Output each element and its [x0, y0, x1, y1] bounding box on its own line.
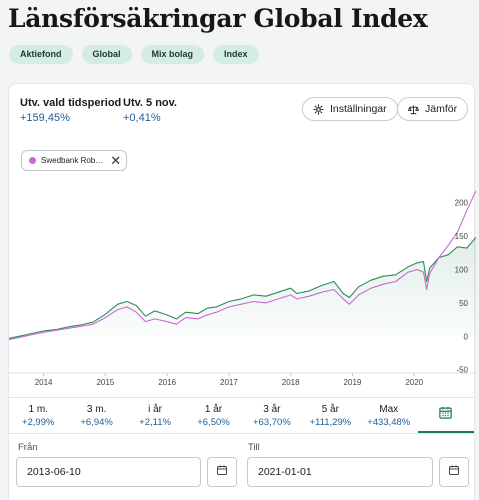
period-selector: 1 m. +2,99% 3 m. +6,94% i år +2,11% 1 år…	[9, 397, 474, 434]
calendar-icon	[438, 405, 453, 425]
x-tick-label: 2014	[35, 378, 53, 387]
x-tick-label: 2017	[220, 378, 238, 387]
tag-index[interactable]: Index	[213, 45, 259, 64]
period-value: +6,50%	[197, 417, 230, 428]
from-date-picker-button[interactable]	[207, 457, 237, 487]
period-3y[interactable]: 3 år +63,70%	[243, 398, 301, 433]
series-line-1	[9, 190, 476, 341]
tag-aktiefond[interactable]: Aktiefond	[9, 45, 73, 64]
scale-icon	[408, 104, 419, 115]
settings-label: Inställningar	[330, 103, 387, 115]
kpi-day-label: Utv. 5 nov.	[123, 97, 177, 109]
kpi-day: Utv. 5 nov. +0,41%	[123, 97, 177, 124]
kpi-period: Utv. vald tidsperiod +159,45%	[20, 97, 121, 124]
y-tick-label: 0	[464, 332, 469, 341]
compare-button[interactable]: Jämför	[397, 97, 469, 121]
period-5y[interactable]: 5 år +111,29%	[301, 398, 359, 433]
tag-list: Aktiefond Global Mix bolag Index	[9, 45, 259, 64]
chart-card: Utv. vald tidsperiod +159,45% Utv. 5 nov…	[8, 83, 476, 500]
period-label: 1 år	[204, 404, 223, 415]
kpi-day-value: +0,41%	[123, 112, 161, 124]
x-tick-label: 2020	[405, 378, 423, 387]
compare-label: Jämför	[425, 103, 458, 115]
from-date-input[interactable]: 2013-06-10	[16, 457, 201, 487]
tag-global[interactable]: Global	[81, 45, 132, 64]
period-1y[interactable]: 1 år +6,50%	[184, 398, 242, 433]
period-label: 5 år	[321, 404, 339, 415]
x-tick-label: 2015	[96, 378, 114, 387]
period-value: +111,29%	[309, 417, 352, 428]
y-tick-label: 200	[455, 199, 469, 208]
kpi-period-label: Utv. vald tidsperiod	[20, 97, 122, 109]
period-label: 3 år	[263, 404, 281, 415]
period-1m[interactable]: 1 m. +2,99%	[9, 398, 67, 433]
from-label: Från	[18, 442, 38, 453]
line-chart: -50 0 50 100 150 200 2014 2015 2016 2017 2018 2019 2…	[9, 190, 476, 387]
x-tick-label: 2018	[282, 378, 300, 387]
period-value: +6,94%	[80, 417, 113, 428]
period-label: 1 m.	[28, 404, 48, 415]
settings-button[interactable]: Inställningar	[302, 97, 398, 121]
period-value: +2,11%	[139, 417, 171, 428]
period-value: +433,48%	[367, 417, 411, 428]
period-3m[interactable]: 3 m. +6,94%	[67, 398, 125, 433]
close-icon[interactable]: ✕	[110, 153, 122, 168]
period-label: Max	[379, 404, 399, 415]
to-label: Till	[248, 442, 260, 453]
y-tick-label: 50	[459, 299, 468, 308]
y-tick-label: 150	[455, 232, 469, 241]
page-title: Länsförsäkringar Global Index	[8, 4, 428, 33]
period-value: +63,70%	[253, 417, 291, 428]
period-ytd[interactable]: i år +2,11%	[126, 398, 184, 433]
to-date-input[interactable]: 2021-01-01	[247, 457, 433, 487]
y-tick-label: -50	[456, 366, 468, 375]
period-label: i år	[148, 404, 162, 415]
period-label: 3 m.	[86, 404, 107, 415]
custom-period-tab[interactable]	[417, 398, 474, 433]
x-tick-label: 2019	[344, 378, 362, 387]
period-max[interactable]: Max +433,48%	[360, 398, 418, 433]
period-value: +2,99%	[21, 417, 55, 428]
series-color-dot	[29, 157, 36, 164]
calendar-icon	[216, 463, 228, 481]
compare-chip-label: Swedbank Rob…	[41, 156, 104, 165]
x-tick-label: 2016	[158, 378, 176, 387]
y-tick-label: 100	[455, 265, 469, 274]
series-line-0	[9, 237, 476, 339]
compare-chip[interactable]: Swedbank Rob… ✕	[21, 150, 128, 171]
calendar-icon	[448, 463, 460, 481]
kpi-period-value: +159,45%	[20, 112, 70, 124]
series-area-0	[9, 237, 476, 339]
tag-mix-bolag[interactable]: Mix bolag	[140, 45, 205, 64]
gear-icon	[313, 103, 324, 115]
to-date-picker-button[interactable]	[439, 457, 469, 487]
